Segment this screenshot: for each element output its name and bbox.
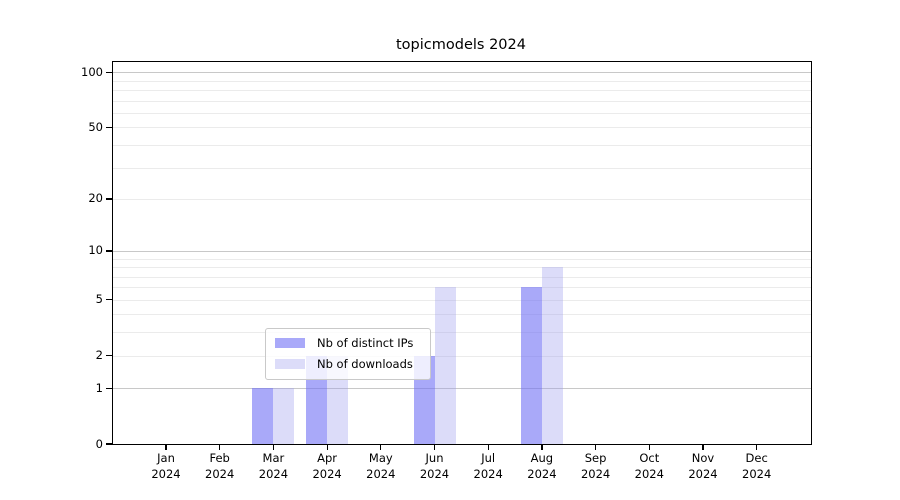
- x-tick-label: May 2024: [349, 450, 413, 482]
- x-tick-label: Aug 2024: [510, 450, 574, 482]
- x-tick-month: Sep: [584, 451, 607, 465]
- x-tick-mark: [165, 444, 167, 450]
- bar-distinct-ips: [520, 287, 542, 444]
- y-tick-label: 5: [95, 292, 103, 307]
- legend-swatch-downloads: [275, 359, 305, 369]
- y-tick-mark: [106, 387, 112, 389]
- major-gridline: [113, 250, 811, 252]
- x-tick-mark: [648, 444, 650, 450]
- x-tick-mark: [433, 444, 436, 450]
- y-tick-label: 2: [95, 348, 103, 362]
- y-tick-mark: [106, 71, 112, 74]
- x-tick-label: Mar 2024: [241, 450, 305, 482]
- minor-gridline: [113, 287, 811, 289]
- x-tick-month: Apr: [317, 451, 338, 465]
- legend-item-downloads: Nb of downloads: [275, 356, 421, 372]
- x-tick-label: Jan 2024: [134, 450, 198, 482]
- bar-downloads: [434, 287, 456, 444]
- x-tick-year: 2024: [634, 467, 664, 481]
- minor-gridline: [113, 80, 811, 82]
- x-tick-year: 2024: [580, 467, 611, 481]
- bar-downloads: [541, 267, 563, 444]
- x-tick-label: Jun 2024: [403, 450, 467, 482]
- minor-gridline: [113, 127, 811, 129]
- x-tick-mark: [326, 444, 328, 450]
- minor-gridline: [113, 332, 811, 334]
- minor-gridline: [113, 314, 811, 316]
- major-gridline: [113, 72, 811, 74]
- minor-gridline: [113, 90, 811, 92]
- x-tick-month: May: [368, 451, 393, 465]
- x-tick-mark: [380, 444, 382, 450]
- x-tick-year: 2024: [419, 467, 450, 481]
- y-tick-mark: [106, 299, 112, 301]
- plot-area: [112, 61, 812, 445]
- x-tick-year: 2024: [312, 467, 342, 481]
- x-tick-month: Oct: [639, 451, 660, 465]
- y-tick-label: 0: [95, 436, 103, 451]
- x-tick-mark: [487, 444, 489, 450]
- minor-gridline: [113, 100, 811, 102]
- minor-gridline: [113, 258, 811, 260]
- y-tick-label: 1: [95, 380, 103, 395]
- x-tick-mark: [595, 444, 597, 450]
- x-tick-year: 2024: [151, 467, 181, 481]
- x-tick-mark: [756, 444, 758, 450]
- x-tick-label: Sep 2024: [564, 450, 628, 482]
- y-tick-mark: [106, 250, 112, 252]
- x-tick-mark: [219, 444, 221, 450]
- x-tick-label: Dec 2024: [725, 450, 789, 482]
- bar-distinct-ips: [252, 388, 274, 444]
- chart-title: topicmodels 2024: [396, 37, 526, 53]
- x-tick-mark: [272, 444, 275, 450]
- x-tick-month: Dec: [745, 451, 768, 465]
- y-tick-label: 10: [88, 243, 103, 258]
- x-tick-year: 2024: [258, 467, 289, 481]
- y-tick-mark: [106, 198, 112, 200]
- minor-gridline: [113, 355, 811, 357]
- legend-item-distinct-ips: Nb of distinct IPs: [275, 335, 421, 351]
- x-tick-label: Feb 2024: [188, 450, 252, 482]
- x-tick-year: 2024: [527, 467, 557, 481]
- y-tick-mark: [106, 443, 112, 445]
- minor-gridline: [113, 198, 811, 200]
- x-tick-month: Aug: [530, 451, 554, 465]
- minor-gridline: [113, 299, 811, 301]
- minor-gridline: [113, 145, 811, 146]
- minor-gridline: [113, 267, 811, 269]
- x-tick-mark: [541, 444, 543, 450]
- minor-gridline: [113, 113, 811, 114]
- y-tick-mark: [106, 126, 112, 129]
- y-tick-label: 100: [81, 64, 103, 79]
- x-tick-mark: [702, 444, 704, 450]
- x-tick-month: Mar: [262, 451, 285, 465]
- x-tick-year: 2024: [205, 467, 235, 481]
- x-tick-month: Jun: [425, 451, 444, 465]
- x-tick-month: Nov: [691, 451, 715, 465]
- x-tick-year: 2024: [366, 467, 396, 481]
- x-tick-label: Apr 2024: [295, 450, 359, 482]
- x-tick-month: Jan: [157, 451, 175, 465]
- x-tick-label: Oct 2024: [617, 450, 681, 482]
- y-tick-mark: [106, 354, 112, 357]
- x-tick-label: Jul 2024: [456, 450, 520, 482]
- legend-swatch-distinct-ips: [275, 338, 305, 348]
- y-tick-label: 50: [88, 119, 103, 134]
- bar-downloads: [273, 388, 295, 444]
- minor-gridline: [113, 276, 811, 278]
- x-tick-month: Feb: [209, 451, 230, 465]
- x-tick-year: 2024: [742, 467, 772, 481]
- y-tick-label: 20: [88, 191, 103, 206]
- x-tick-year: 2024: [688, 467, 718, 481]
- x-tick-label: Nov 2024: [671, 450, 735, 482]
- minor-gridline: [113, 167, 811, 169]
- legend-label-distinct-ips: Nb of distinct IPs: [317, 336, 414, 350]
- x-tick-year: 2024: [473, 467, 503, 481]
- x-tick-month: Jul: [481, 451, 496, 465]
- legend-label-downloads: Nb of downloads: [317, 357, 413, 371]
- major-gridline: [113, 388, 811, 390]
- legend: Nb of distinct IPs Nb of downloads: [265, 328, 431, 380]
